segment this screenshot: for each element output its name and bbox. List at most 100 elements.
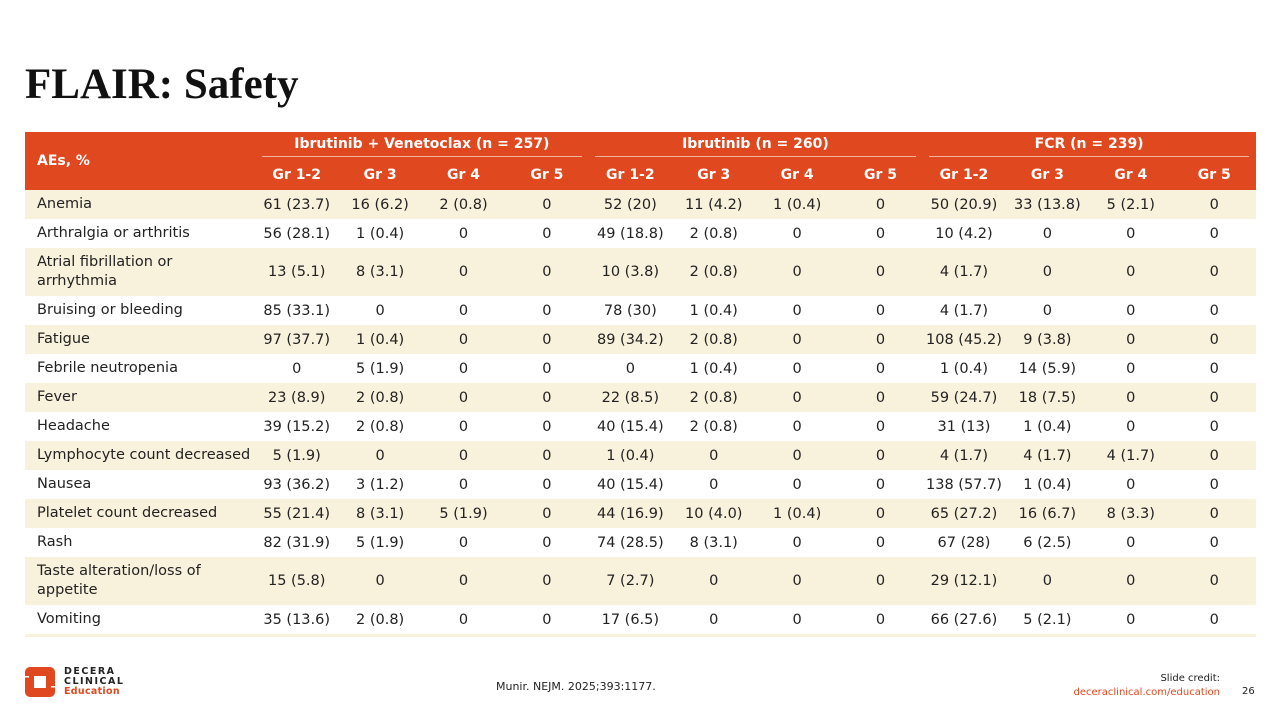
table-cell: 0 [838, 605, 923, 637]
table-cell: 108 (45.2) [922, 325, 1006, 354]
table-cell: 0 [1005, 557, 1090, 605]
table-cell: 97 (37.7) [255, 325, 339, 354]
table-cell: 5 (2.1) [1089, 190, 1173, 219]
grade-header: Gr 5 [505, 160, 589, 190]
table-cell: 18 (7.5) [1005, 383, 1090, 412]
table-cell: 0 [1172, 248, 1256, 296]
table-cell: 5 (1.9) [255, 441, 339, 470]
table-cell: 55 (21.4) [255, 499, 339, 528]
table-cell: 1 (0.4) [1005, 412, 1090, 441]
ae-name: Headache [25, 412, 255, 441]
logo-line-1: DECERA [64, 666, 116, 677]
table-cell: 40 (15.4) [588, 412, 673, 441]
table-cell: 0 [505, 557, 589, 605]
table-cell: 8 (3.3) [1089, 499, 1173, 528]
table-cell: 4 (1.7) [1005, 441, 1090, 470]
table-cell: 0 [672, 470, 756, 499]
credit-label: Slide credit: [1160, 673, 1220, 684]
table-row: Anemia 61 (23.7) 16 (6.2) 2 (0.8) 0 52 (20) 11… [25, 190, 1256, 219]
table-cell: 0 [1089, 557, 1173, 605]
slide-credit: Slide credit: deceraclinical.com/educati… [1074, 672, 1221, 700]
table-cell: 0 [505, 248, 589, 296]
table-cell: 17 (6.5) [588, 605, 673, 637]
table-cell: 0 [338, 296, 422, 325]
table-cell: 0 [505, 528, 589, 557]
table-cell: 0 [838, 528, 923, 557]
table-cell: 59 (24.7) [922, 383, 1006, 412]
table-cell: 0 [755, 325, 839, 354]
table-row: Nausea 93 (36.2) 3 (1.2) 0 0 40 (15.4) 0 0 0 138 … [25, 470, 1256, 499]
table-cell: 16 (6.7) [1005, 499, 1090, 528]
grade-header: Gr 3 [1005, 160, 1090, 190]
group-header-row: AEs, % Ibrutinib + Venetoclax (n = 257) … [25, 132, 1256, 190]
table-cell: 0 [672, 441, 756, 470]
ae-name: Fatigue [25, 325, 255, 354]
table-cell: 0 [1089, 325, 1173, 354]
table-cell: 40 (15.4) [588, 470, 673, 499]
table-row: Rash 82 (31.9) 5 (1.9) 0 0 74 (28.5) 8 (3.1) 0 0… [25, 528, 1256, 557]
table-cell: 2 (0.8) [338, 605, 422, 637]
group-header-ibrutinib-venetoclax: Ibrutinib + Venetoclax (n = 257) [255, 132, 589, 160]
row-header: AEs, % [25, 132, 255, 190]
table-cell: 0 [755, 528, 839, 557]
table-cell: 49 (18.8) [588, 219, 673, 248]
table-cell: 0 [421, 354, 506, 383]
decera-logo-icon [25, 667, 55, 697]
table-cell: 138 (57.7) [922, 470, 1006, 499]
logo-line-2: CLINICAL [64, 676, 125, 687]
citation: Munir. NEJM. 2025;393:1177. [496, 680, 656, 693]
table-cell: 10 (4.2) [922, 219, 1006, 248]
table-cell: 0 [421, 605, 506, 637]
table-cell: 0 [1005, 296, 1090, 325]
table-cell: 14 (5.9) [1005, 354, 1090, 383]
table-cell: 7 (2.7) [588, 557, 673, 605]
grade-header-row: Gr 1-2 Gr 3 Gr 4 Gr 5 Gr 1-2 Gr 3 Gr 4 Gr 5 Gr 1… [25, 160, 1256, 190]
table-cell: 2 (0.8) [672, 383, 756, 412]
table-cell: 0 [755, 557, 839, 605]
ae-name: Vomiting [25, 605, 255, 637]
table-cell: 35 (13.6) [255, 605, 339, 637]
grade-header: Gr 4 [1089, 160, 1173, 190]
table-cell: 0 [672, 557, 756, 605]
table-cell: 10 (4.0) [672, 499, 756, 528]
table-cell: 0 [505, 354, 589, 383]
table-cell: 1 (0.4) [755, 499, 839, 528]
table-cell: 0 [755, 354, 839, 383]
table-cell: 2 (0.8) [672, 325, 756, 354]
table-cell: 0 [1172, 528, 1256, 557]
ae-name: Arthralgia or arthritis [25, 219, 255, 248]
ae-name: Febrile neutropenia [25, 354, 255, 383]
table-cell: 1 (0.4) [755, 190, 839, 219]
table-cell: 67 (28) [922, 528, 1006, 557]
table-cell: 0 [338, 557, 422, 605]
table-cell: 0 [838, 383, 923, 412]
table-cell: 0 [505, 605, 589, 637]
table-cell: 1 (0.4) [1005, 470, 1090, 499]
table-cell: 0 [1089, 383, 1173, 412]
table-cell: 0 [838, 325, 923, 354]
table-cell: 0 [755, 296, 839, 325]
table-cell: 82 (31.9) [255, 528, 339, 557]
safety-table: AEs, % Ibrutinib + Venetoclax (n = 257) … [25, 132, 1256, 637]
table-cell: 4 (1.7) [922, 248, 1006, 296]
page-title: FLAIR: Safety [25, 61, 299, 108]
table-cell: 0 [1089, 412, 1173, 441]
table-row: Bruising or bleeding 85 (33.1) 0 0 0 78 (30) 1… [25, 296, 1256, 325]
table-row: Lymphocyte count decreased 5 (1.9) 0 0 0 1 (0… [25, 441, 1256, 470]
table-cell: 0 [838, 557, 923, 605]
grade-header: Gr 5 [838, 160, 923, 190]
table-cell: 0 [1089, 528, 1173, 557]
credit-link[interactable]: deceraclinical.com/education [1073, 687, 1221, 698]
grade-header: Gr 1-2 [588, 160, 673, 190]
table-cell: 0 [672, 605, 756, 637]
table-cell: 0 [755, 248, 839, 296]
group-label: Ibrutinib + Venetoclax (n = 257) [261, 136, 582, 157]
table-cell: 52 (20) [588, 190, 673, 219]
table-cell: 0 [421, 441, 506, 470]
ae-name: Anemia [25, 190, 255, 219]
group-label: FCR (n = 239) [928, 136, 1250, 157]
grade-header: Gr 4 [755, 160, 839, 190]
table-cell: 65 (27.2) [922, 499, 1006, 528]
table-cell: 0 [838, 190, 923, 219]
table-cell: 2 (0.8) [338, 383, 422, 412]
